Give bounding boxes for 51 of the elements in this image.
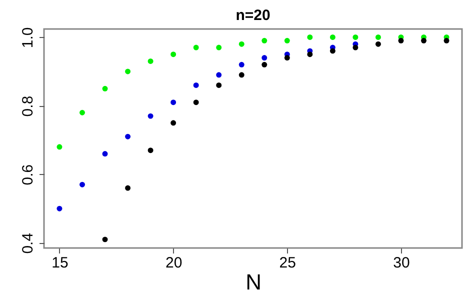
chart-title: n=20 — [236, 6, 270, 24]
point — [216, 44, 222, 50]
point — [148, 148, 154, 154]
point — [262, 55, 268, 61]
x-tick-label: 15 — [52, 254, 68, 272]
point — [170, 120, 176, 126]
x-tick-label: 20 — [165, 254, 182, 272]
x-tick-label: 30 — [393, 254, 410, 272]
point — [148, 58, 154, 64]
point — [444, 38, 450, 44]
x-axis-title: N — [246, 270, 262, 291]
point — [216, 82, 222, 88]
point — [330, 34, 336, 40]
point — [170, 52, 176, 58]
point — [398, 38, 404, 44]
point — [421, 38, 426, 44]
point — [80, 110, 85, 116]
point — [284, 38, 290, 44]
y-tick-label: 1.0 — [20, 27, 36, 48]
point — [125, 185, 131, 191]
point — [170, 100, 176, 106]
point — [375, 34, 381, 40]
point — [125, 68, 131, 74]
point — [125, 134, 131, 140]
point — [238, 41, 244, 47]
point — [262, 62, 268, 68]
point — [102, 236, 108, 242]
point — [148, 113, 154, 119]
point — [238, 62, 244, 68]
y-tick-label: 0.8 — [20, 96, 36, 117]
point — [238, 72, 244, 78]
point — [307, 52, 313, 58]
point — [102, 86, 108, 92]
point — [56, 206, 62, 212]
point — [193, 82, 199, 88]
point — [80, 182, 85, 188]
point — [102, 151, 108, 156]
point — [352, 44, 358, 50]
point — [216, 72, 222, 78]
point — [330, 48, 336, 54]
point — [56, 144, 62, 150]
x-tick-label: 25 — [279, 254, 296, 272]
point — [262, 38, 268, 44]
point — [307, 34, 313, 40]
point — [352, 34, 358, 40]
point — [193, 100, 199, 106]
point — [375, 41, 381, 47]
y-tick-label: 0.6 — [20, 164, 36, 186]
point — [193, 44, 199, 50]
point — [284, 55, 290, 61]
y-tick-label: 0.4 — [20, 232, 36, 254]
